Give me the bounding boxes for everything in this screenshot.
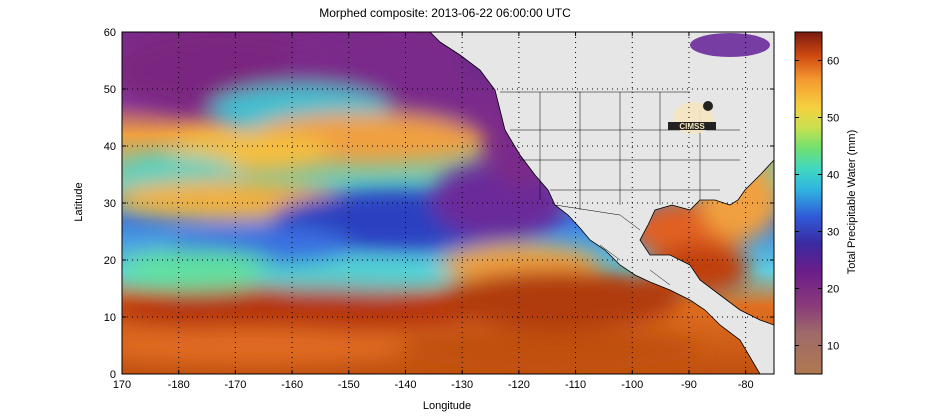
colorbar-tick-label: 60 — [827, 56, 839, 68]
x-tick-label: -120 — [508, 379, 530, 391]
colorbar — [794, 31, 823, 375]
x-tick-label: -130 — [451, 379, 473, 391]
y-tick-label: 60 — [104, 27, 116, 39]
x-tick-label: -110 — [565, 379, 586, 391]
x-tick-label: -160 — [281, 379, 303, 391]
x-tick-label: 170 — [113, 379, 131, 391]
colorbar-tick-label: 20 — [827, 284, 839, 296]
cimss-logo: CIMSS — [668, 101, 716, 134]
y-tick-label: 20 — [104, 255, 116, 267]
x-tick-label: -180 — [168, 379, 190, 391]
y-tick-label: 0 — [110, 369, 116, 381]
colorbar-ticks: 10 20 30 40 50 60 — [795, 56, 839, 353]
precipitable-water-field: CIMSS — [122, 32, 774, 374]
x-tick-label: -150 — [338, 379, 360, 391]
x-axis-label: Longitude — [422, 400, 472, 412]
x-tick-label: -140 — [394, 379, 416, 391]
chart-title: Morphed composite: 2013-06-22 06:00:00 U… — [319, 6, 571, 20]
y-tick-label: 50 — [104, 84, 116, 96]
colorbar-tick-label: 40 — [827, 170, 839, 182]
x-tick-label: -100 — [621, 379, 643, 391]
y-tick-label: 30 — [104, 198, 116, 210]
svg-text:CIMSS: CIMSS — [679, 122, 705, 131]
x-tick-label: -90 — [681, 379, 697, 391]
colorbar-tick-label: 50 — [827, 113, 839, 125]
x-axis-ticks: 170 -180 -170 -160 -150 -140 -130 -120 -110 -100 -… — [113, 32, 754, 391]
map-grid — [122, 32, 774, 374]
colorbar-tick-label: 10 — [827, 341, 839, 353]
colorbar-tick-label: 30 — [827, 227, 839, 239]
y-tick-label: 40 — [104, 141, 116, 153]
y-axis-ticks: 0 10 20 30 40 50 60 — [104, 27, 774, 381]
x-tick-label: -80 — [738, 379, 754, 391]
y-tick-label: 10 — [104, 312, 116, 324]
x-tick-label: -170 — [224, 379, 246, 391]
